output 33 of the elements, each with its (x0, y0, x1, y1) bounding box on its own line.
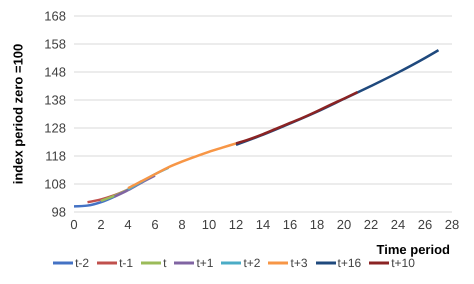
x-tick-label: 8 (178, 217, 186, 232)
legend-label: t+16 (338, 256, 362, 270)
x-tick-label: 28 (444, 217, 460, 232)
x-tick-label: 16 (282, 217, 298, 232)
x-tick-label: 0 (70, 217, 78, 232)
x-tick-label: 12 (228, 217, 244, 232)
x-tick-label: 24 (390, 217, 406, 232)
legend-label: t-1 (119, 256, 134, 270)
x-tick-label: 4 (124, 217, 132, 232)
x-tick-label: 14 (256, 217, 270, 232)
y-tick-label: 168 (44, 8, 66, 24)
x-tick-label: 2 (97, 217, 105, 232)
legend-label: t+3 (290, 256, 308, 270)
x-tick-label: 18 (310, 217, 324, 232)
y-tick-label: 128 (44, 120, 66, 136)
y-tick-label: 118 (45, 148, 66, 164)
legend-label: t-2 (75, 256, 90, 270)
legend-label: t+2 (243, 256, 260, 270)
x-tick-label: 6 (151, 217, 159, 232)
y-axis-title: index period zero =100 (10, 44, 26, 184)
x-tick-label: 22 (364, 217, 378, 232)
x-axis-title: Time period (376, 242, 450, 257)
y-tick-label: 148 (44, 64, 66, 80)
y-tick-label: 98 (52, 204, 66, 220)
y-tick-label: 108 (44, 176, 66, 192)
legend-label: t (163, 256, 166, 270)
x-tick-label: 10 (202, 217, 216, 232)
y-tick-label: 158 (44, 36, 66, 52)
x-tick-label: 26 (418, 217, 432, 232)
legend-label: t+10 (391, 256, 415, 270)
x-tick-label: 20 (336, 217, 352, 232)
legend-label: t+1 (196, 256, 214, 270)
y-tick-label: 138 (44, 92, 66, 108)
